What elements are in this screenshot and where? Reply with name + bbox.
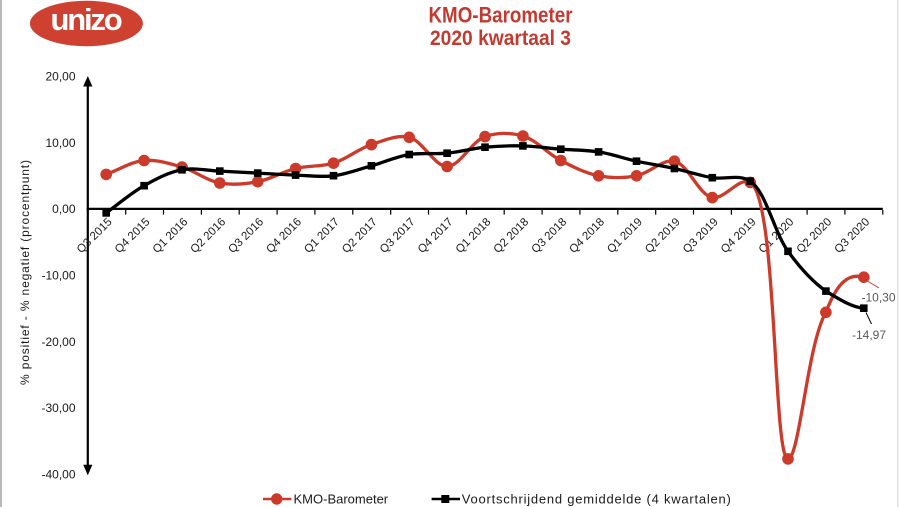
svg-text:-10,30: -10,30 <box>862 291 896 305</box>
svg-text:% positief - % negatief (proce: % positief - % negatief (procentpunt) <box>18 160 32 385</box>
svg-text:2020 kwartaal 3: 2020 kwartaal 3 <box>430 26 571 50</box>
svg-text:Voortschrijdend gemiddelde (4: Voortschrijdend gemiddelde (4 kwartalen) <box>462 491 731 506</box>
svg-text:unizo: unizo <box>51 2 122 37</box>
svg-text:20,00: 20,00 <box>45 70 75 84</box>
svg-text:0,00: 0,00 <box>52 202 76 216</box>
svg-text:-30,00: -30,00 <box>41 401 75 415</box>
svg-text:-14,97: -14,97 <box>852 328 886 342</box>
svg-text:KMO-Barometer: KMO-Barometer <box>294 491 389 506</box>
svg-text:-20,00: -20,00 <box>41 335 75 349</box>
svg-text:-10,00: -10,00 <box>41 269 75 283</box>
svg-text:10,00: 10,00 <box>45 136 75 150</box>
svg-text:KMO-Barometer: KMO-Barometer <box>429 3 573 28</box>
svg-text:-40,00: -40,00 <box>41 467 75 481</box>
